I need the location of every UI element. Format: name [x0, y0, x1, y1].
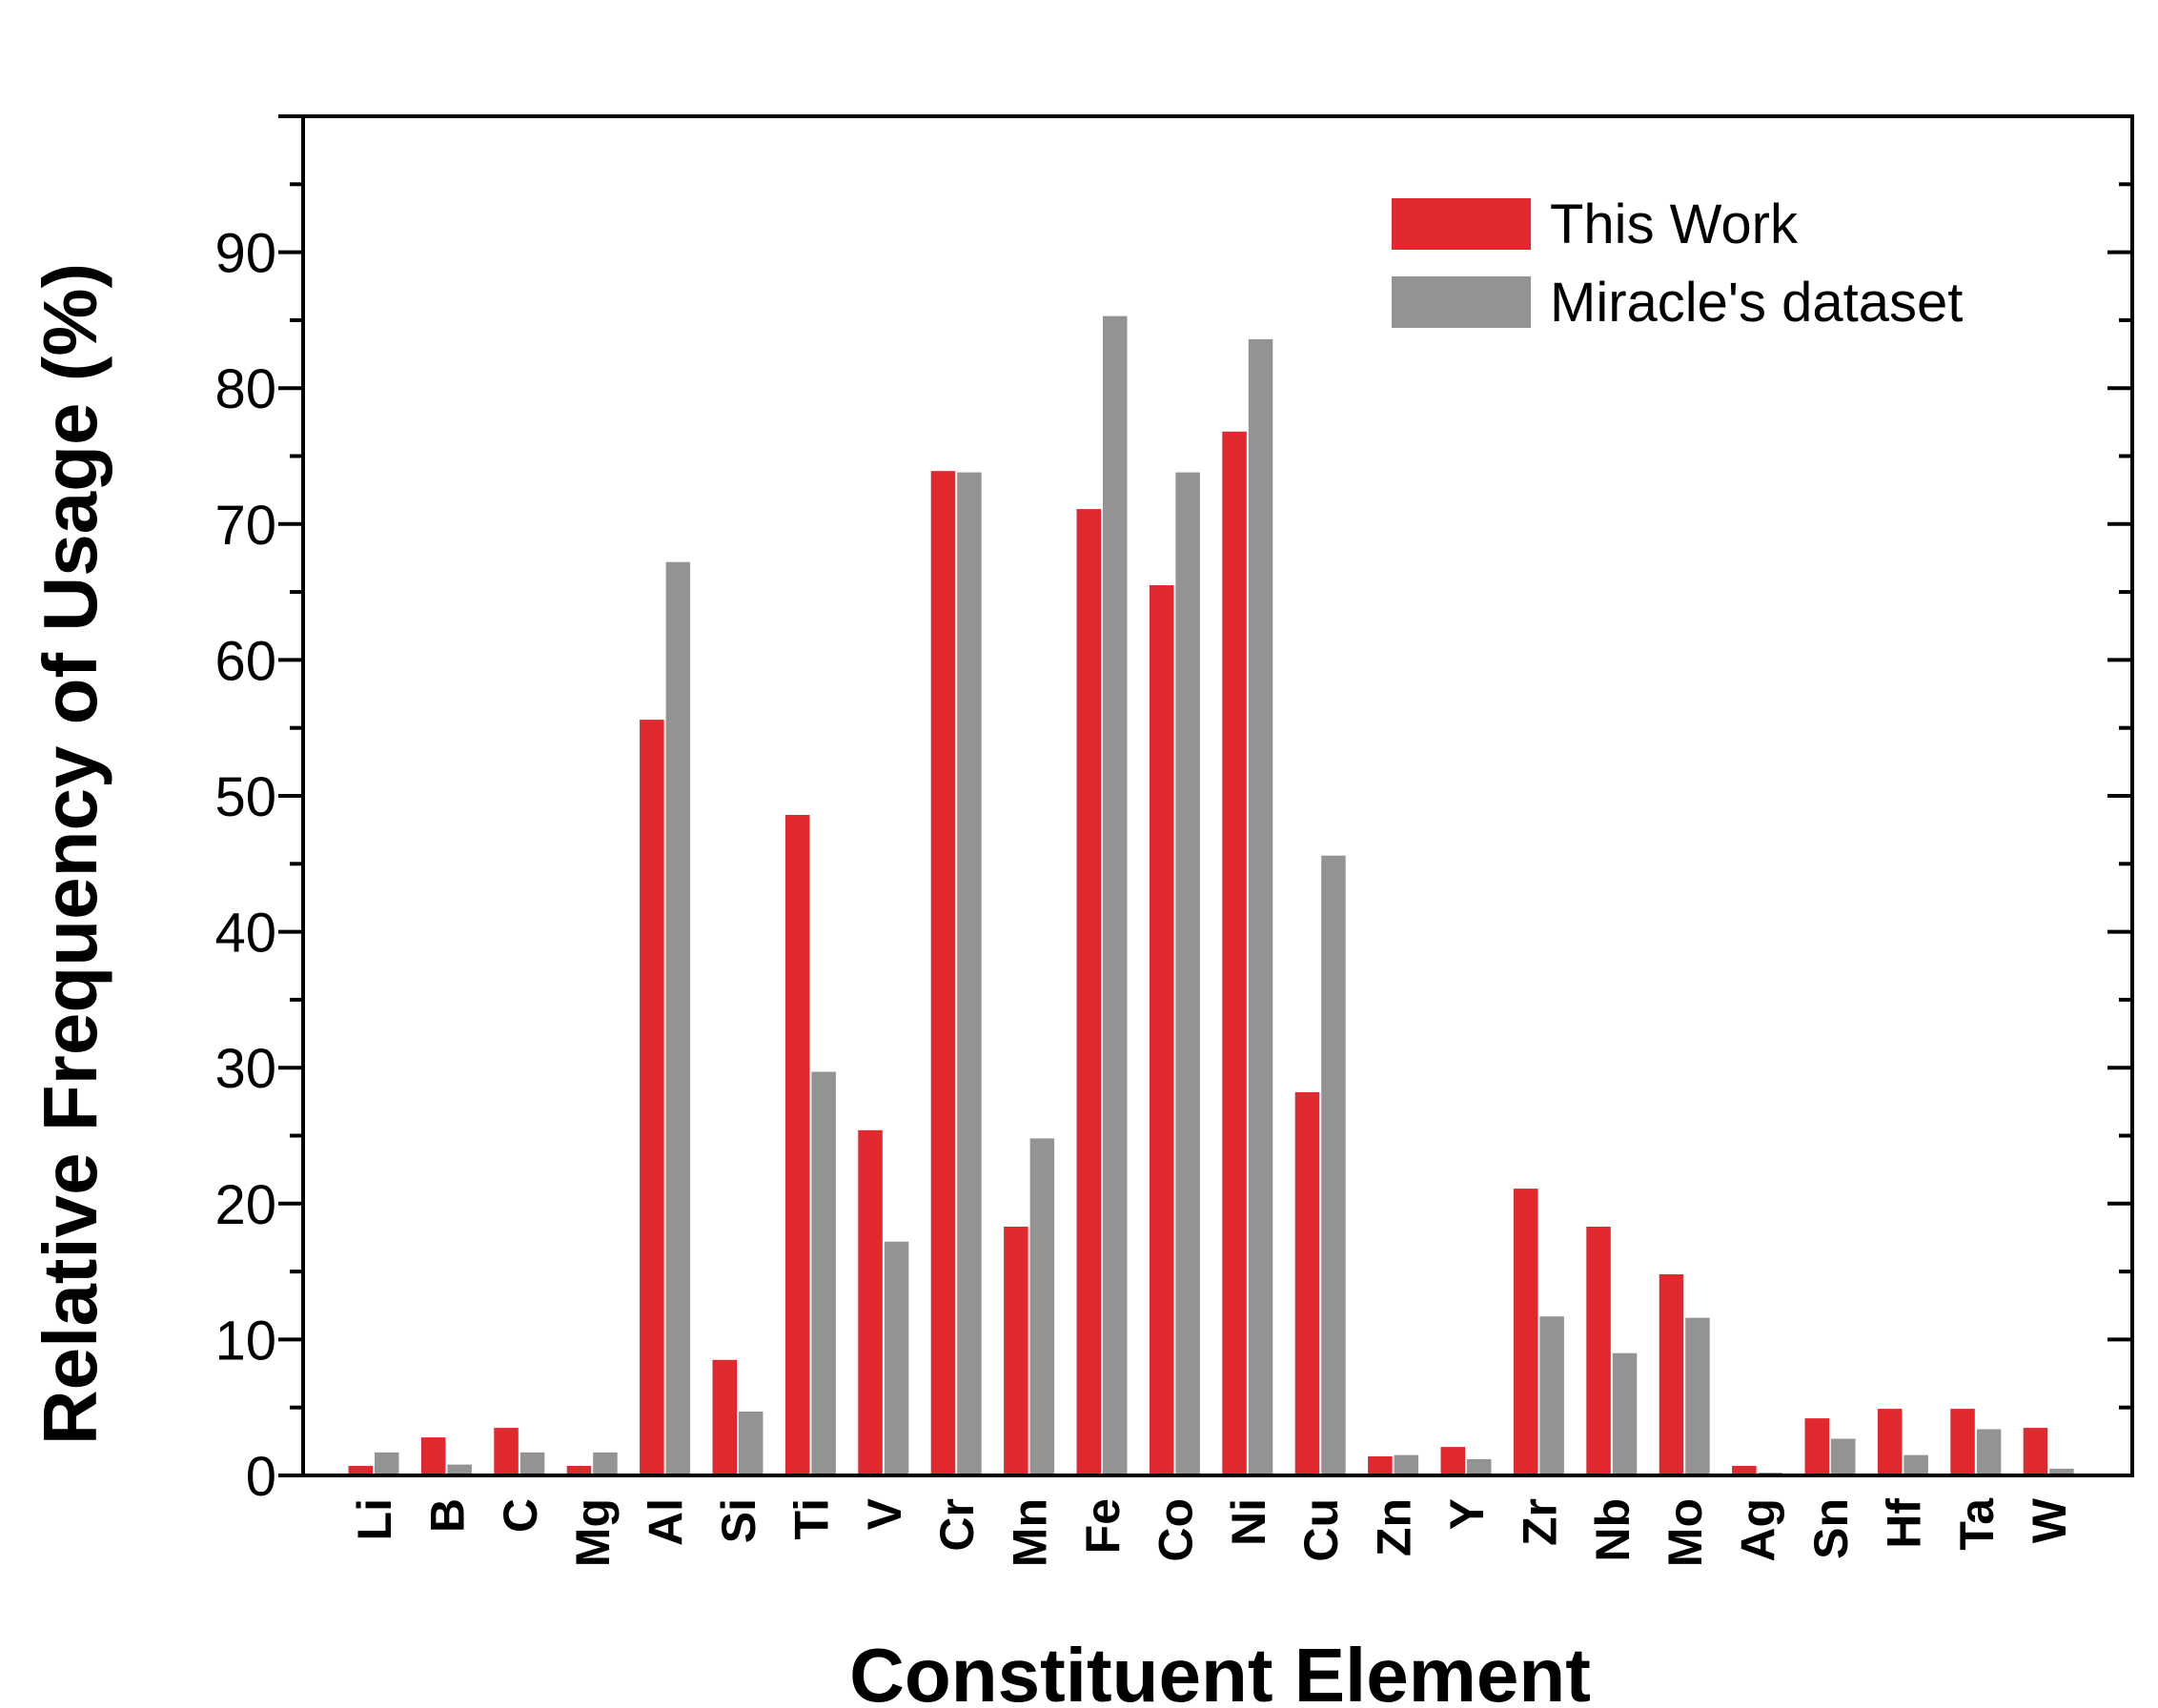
bar-miracle-al: [665, 561, 691, 1475]
y-tick-label-90: 90: [214, 223, 276, 285]
bar-miracle-cu: [1321, 855, 1346, 1475]
bar-this-work-zr: [1513, 1189, 1538, 1475]
x-tick-label-co: Co: [1149, 1498, 1202, 1562]
x-tick-label-cu: Cu: [1294, 1498, 1348, 1562]
bar-miracle-sn: [1831, 1438, 1856, 1475]
x-tick-label-fe: Fe: [1076, 1498, 1130, 1554]
x-tick-label-c: C: [494, 1498, 547, 1533]
x-axis-title: Constituent Element: [849, 1633, 1591, 1708]
y-tick-label-60: 60: [214, 630, 276, 692]
bar-miracle-y: [1467, 1458, 1492, 1475]
legend-swatch-this-work: [1392, 198, 1531, 250]
bar-this-work-c: [494, 1428, 519, 1475]
bar-this-work-cu: [1294, 1091, 1320, 1475]
bar-miracle-fe: [1103, 315, 1128, 1476]
legend-label-this-work: This Work: [1550, 193, 1799, 255]
x-tick-label-b: B: [420, 1498, 474, 1533]
bar-this-work-nb: [1586, 1227, 1611, 1475]
bar-miracle-ni: [1248, 338, 1273, 1475]
x-tick-label-li: Li: [348, 1498, 401, 1540]
x-tick-label-zr: Zr: [1513, 1498, 1566, 1546]
bar-this-work-w: [2023, 1428, 2048, 1475]
bar-miracle-zn: [1394, 1454, 1419, 1475]
bar-this-work-ti: [784, 815, 810, 1475]
bar-this-work-b: [420, 1437, 446, 1475]
bar-this-work-mn: [1004, 1227, 1028, 1475]
x-tick-label-hf: Hf: [1877, 1498, 1930, 1549]
bar-this-work-al: [640, 720, 664, 1475]
legend-swatch-miracle: [1392, 276, 1531, 328]
legend-label-miracle: Miracle's dataset: [1550, 272, 1963, 334]
x-tick-label-ta: Ta: [1950, 1497, 2004, 1551]
bar-this-work-sn: [1804, 1418, 1829, 1475]
bar-miracle-li: [375, 1452, 399, 1475]
x-tick-label-al: Al: [640, 1498, 693, 1546]
x-tick-label-sn: Sn: [1804, 1498, 1858, 1559]
bar-miracle-mn: [1029, 1138, 1055, 1475]
bar-this-work-ag: [1732, 1466, 1757, 1475]
bar-miracle-mg: [593, 1452, 618, 1475]
bar-miracle-b: [447, 1464, 472, 1475]
labels-layer: Li B C Mg Al Si Ti V Cr Mn Fe Co Ni Cu Zn Y Zr Nb Mo Ag Sn Hf…: [214, 223, 2076, 1568]
bar-miracle-nb: [1612, 1352, 1638, 1475]
bar-this-work-ni: [1222, 431, 1247, 1475]
bar-this-work-ta: [1950, 1409, 1975, 1475]
x-tick-label-ag: Ag: [1732, 1498, 1785, 1562]
x-tick-label-w: W: [2023, 1497, 2076, 1543]
y-tick-label-50: 50: [214, 766, 276, 828]
bar-this-work-mg: [566, 1466, 592, 1475]
bar-miracle-ti: [811, 1071, 836, 1475]
x-tick-label-zn: Zn: [1368, 1498, 1421, 1556]
y-tick-label-0: 0: [246, 1446, 276, 1508]
x-tick-label-mo: Mo: [1659, 1498, 1712, 1567]
bar-miracle-w: [2049, 1468, 2074, 1475]
bar-miracle-co: [1175, 472, 1200, 1476]
y-tick-label-30: 30: [214, 1038, 276, 1100]
axes-layer: [278, 114, 2134, 1477]
bar-miracle-zr: [1539, 1316, 1564, 1475]
bar-miracle-ta: [1976, 1429, 2002, 1475]
bar-this-work-li: [348, 1466, 373, 1475]
x-tick-label-ni: Ni: [1222, 1498, 1275, 1546]
x-tick-label-si: Si: [712, 1498, 765, 1543]
bar-this-work-y: [1440, 1447, 1465, 1475]
bar-miracle-v: [884, 1241, 909, 1475]
bar-miracle-si: [739, 1412, 763, 1475]
bars-layer: [348, 315, 2074, 1476]
x-tick-label-mn: Mn: [1004, 1498, 1057, 1567]
x-tick-label-cr: Cr: [930, 1498, 984, 1552]
bar-this-work-cr: [930, 471, 956, 1476]
legend: This Work Miracle's dataset: [1392, 193, 1963, 334]
x-tick-label-mg: Mg: [566, 1498, 620, 1567]
bar-miracle-cr: [957, 472, 982, 1476]
y-tick-label-40: 40: [214, 903, 276, 965]
bar-this-work-v: [858, 1129, 883, 1475]
bar-this-work-zn: [1368, 1456, 1393, 1475]
bar-this-work-fe: [1076, 509, 1101, 1475]
bar-this-work-co: [1149, 585, 1174, 1475]
bar-this-work-mo: [1659, 1274, 1684, 1475]
y-tick-label-70: 70: [214, 495, 276, 557]
bar-miracle-mo: [1685, 1317, 1710, 1475]
y-axis-title: Relative Frequency of Usage (%): [28, 263, 112, 1445]
x-tick-label-nb: Nb: [1586, 1498, 1639, 1562]
bar-this-work-hf: [1877, 1409, 1903, 1475]
y-tick-label-80: 80: [214, 358, 276, 420]
y-tick-label-20: 20: [214, 1174, 276, 1236]
x-tick-label-v: V: [858, 1497, 911, 1530]
x-tick-label-ti: Ti: [784, 1498, 838, 1540]
x-tick-label-y: Y: [1440, 1498, 1494, 1530]
bar-miracle-c: [519, 1452, 545, 1475]
bar-this-work-si: [712, 1359, 737, 1475]
bar-miracle-hf: [1904, 1454, 1928, 1475]
y-tick-label-10: 10: [214, 1310, 276, 1372]
